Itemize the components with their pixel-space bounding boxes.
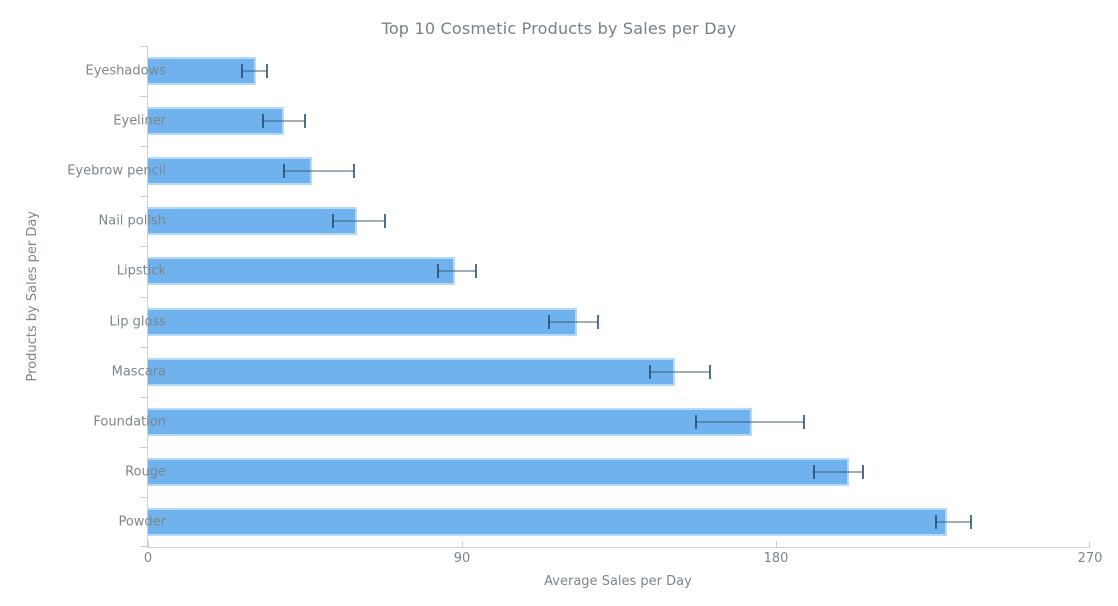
y-tick-label-lip-gloss: Lip gloss: [109, 314, 166, 330]
error-bar-upper-tick: [384, 214, 387, 229]
error-bar-upper-tick: [597, 314, 600, 329]
error-bar-lower-tick: [262, 114, 265, 129]
error-bar-lower-tick: [813, 464, 816, 479]
y-axis-tick: [140, 246, 148, 247]
error-bar-lower-tick: [649, 364, 652, 379]
error-bar-lower-tick: [548, 314, 551, 329]
error-bar-line: [332, 220, 386, 223]
bar-powder: [148, 507, 947, 536]
y-axis-tick: [140, 297, 148, 298]
error-bar-upper-tick: [970, 514, 973, 529]
y-axis-tick: [140, 397, 148, 398]
plot-area: 0 90 180 270: [140, 46, 1102, 566]
error-bar-line: [549, 320, 599, 323]
x-axis-tick: [462, 541, 463, 547]
y-tick-label-powder: Powder: [118, 514, 166, 530]
bar-eyebrow-pencil: [148, 157, 312, 186]
y-tick-label-nail-polish: Nail polish: [98, 213, 167, 229]
error-bar-lower-tick: [935, 514, 938, 529]
bar-lipstick: [148, 257, 456, 286]
bar-nail-polish: [148, 207, 358, 236]
y-axis-tick: [140, 497, 148, 498]
error-bar-line: [650, 370, 710, 373]
error-bar-line: [936, 520, 972, 523]
error-bar-line: [263, 120, 305, 123]
x-axis-tick: [776, 541, 777, 547]
y-axis-tick: [140, 96, 148, 97]
error-bar-line: [814, 470, 864, 473]
y-axis-tick: [140, 546, 148, 547]
y-tick-label-eyeliner: Eyeliner: [113, 113, 166, 129]
bar-mascara: [148, 357, 675, 386]
bar-rouge: [148, 457, 850, 486]
error-bar-upper-tick: [304, 114, 306, 129]
error-bar-line: [695, 420, 804, 423]
chart-title: Top 10 Cosmetic Products by Sales per Da…: [381, 19, 737, 38]
error-bar-upper-tick: [802, 414, 805, 429]
y-axis-tick: [140, 447, 148, 448]
error-bar-line: [284, 170, 354, 173]
error-bar-lower-tick: [283, 164, 286, 179]
y-axis-tick: [140, 196, 148, 197]
y-tick-label-lipstick: Lipstick: [116, 263, 166, 279]
x-axis-tick: [1089, 541, 1090, 547]
error-bar-upper-tick: [352, 164, 355, 179]
error-bar-line: [437, 270, 476, 273]
y-axis-tick: [140, 46, 148, 47]
error-bar-line: [242, 70, 267, 73]
y-tick-label-mascara: Mascara: [111, 364, 166, 380]
y-tick-label-eyebrow-pencil: Eyebrow pencil: [67, 163, 166, 179]
x-axis-title: Average Sales per Day: [544, 574, 692, 589]
x-axis-tick: [148, 541, 149, 547]
y-tick-label-foundation: Foundation: [93, 414, 166, 430]
x-tick-label-90: 90: [453, 551, 471, 566]
x-tick-label-0: 0: [143, 551, 153, 566]
bar-eyeliner: [148, 107, 285, 136]
y-tick-label-eyeshadows: Eyeshadows: [85, 63, 167, 79]
bar-eyeshadows: [148, 57, 257, 86]
error-bar-upper-tick: [862, 464, 865, 479]
x-tick-label-270: 270: [1077, 551, 1103, 566]
bar-foundation: [148, 407, 752, 436]
y-axis-title: Products by Sales per Day: [24, 211, 40, 382]
bar-lip-gloss: [148, 307, 578, 336]
y-axis-title-wrap: Products by Sales per Day: [20, 46, 44, 547]
error-bar-lower-tick: [694, 414, 697, 429]
x-tick-label-180: 180: [763, 551, 789, 566]
error-bar-lower-tick: [436, 264, 439, 279]
y-axis-tick: [140, 146, 148, 147]
error-bar-upper-tick: [265, 64, 268, 79]
error-bar-upper-tick: [474, 264, 477, 279]
error-bar-lower-tick: [331, 214, 334, 229]
y-tick-label-rouge: Rouge: [125, 464, 166, 480]
y-axis-tick: [140, 347, 148, 348]
error-bar-lower-tick: [241, 64, 244, 79]
error-bar-upper-tick: [708, 364, 711, 379]
